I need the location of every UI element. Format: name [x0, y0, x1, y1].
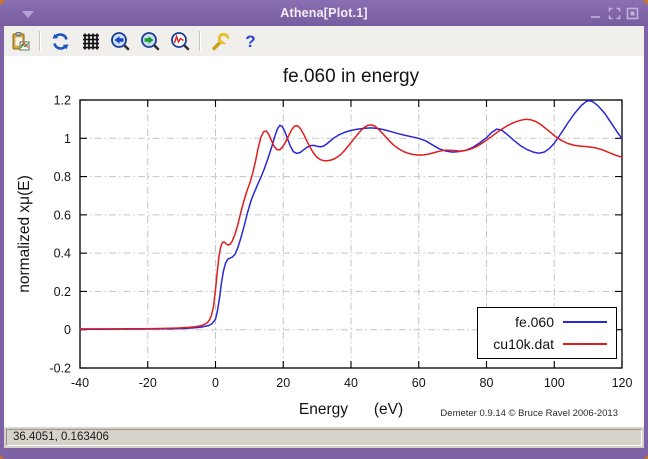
svg-text:0.8: 0.8 [54, 170, 71, 184]
svg-text:0.2: 0.2 [54, 285, 71, 299]
unzoom-button[interactable] [167, 29, 193, 53]
window-menu-icon[interactable] [22, 11, 34, 18]
toolbar-separator [39, 31, 41, 51]
legend-label: cu10k.dat [493, 336, 554, 352]
svg-text:-40: -40 [71, 376, 89, 390]
replot-refresh-icon [52, 32, 68, 50]
svg-text:100: 100 [544, 376, 565, 390]
svg-text:0.4: 0.4 [54, 247, 71, 261]
svg-text:120: 120 [612, 376, 633, 390]
svg-text:-20: -20 [139, 376, 157, 390]
svg-text:20: 20 [276, 376, 290, 390]
zoom-back-icon [110, 31, 129, 50]
toolbar-separator [199, 31, 201, 51]
zoom-forward-button[interactable] [137, 29, 163, 53]
unzoom-plot-icon [170, 31, 189, 50]
minimize-icon [591, 16, 600, 18]
plot-title: fe.060 in energy [282, 66, 420, 87]
grid-button[interactable] [77, 29, 103, 53]
zoom-forward-icon [140, 31, 159, 50]
replot-button[interactable] [47, 29, 73, 53]
maximize-icon [608, 7, 621, 20]
svg-text:1.2: 1.2 [54, 94, 71, 108]
legend-label: fe.060 [515, 314, 554, 330]
svg-text:?: ? [245, 32, 255, 51]
legend-line-sample-blue [563, 321, 607, 323]
zoom-back-button[interactable] [107, 29, 133, 53]
maximize-button[interactable] [608, 7, 621, 20]
plot-canvas[interactable]: -40 -20 0 20 40 60 80 100 120 -0.2 0 0.2 0.4 0.6 0.8 1 1… [4, 56, 644, 427]
legend-box: fe.060 cu10k.dat [477, 307, 617, 359]
wrench-icon [211, 32, 231, 50]
svg-text:80: 80 [480, 376, 494, 390]
x-axis-label: Energy (eV) [298, 401, 404, 418]
legend-item-fe060: fe.060 [478, 313, 607, 331]
legend-line-sample-red [563, 343, 607, 345]
save-plot-button[interactable] [7, 29, 33, 53]
legend-item-cu10k: cu10k.dat [478, 335, 607, 353]
cursor-coordinates: 36.4051, 0.163406 [6, 429, 642, 446]
titlebar[interactable]: Athena[Plot.1] [0, 0, 648, 26]
grid-icon [82, 33, 99, 49]
svg-text:0: 0 [212, 376, 219, 390]
plot-area: -40 -20 0 20 40 60 80 100 120 -0.2 0 0.2 0.4 0.6 0.8 1 1… [4, 56, 644, 427]
svg-text:1: 1 [64, 132, 71, 146]
help-button[interactable]: ? [237, 29, 263, 53]
svg-text:0: 0 [64, 323, 71, 337]
statusbar: 36.4051, 0.163406 [4, 427, 644, 448]
credit-text: Demeter 0.9.14 © Bruce Ravel 2006-2013 [440, 408, 618, 419]
y-axis-label: normalized xμ(E) [16, 175, 33, 293]
close-icon [626, 7, 639, 20]
close-button[interactable] [626, 7, 639, 20]
window-title: Athena[Plot.1] [280, 6, 368, 20]
preferences-button[interactable] [207, 29, 233, 53]
svg-text:-0.2: -0.2 [49, 362, 71, 376]
help-icon: ? [245, 32, 255, 51]
toolbar: ? [4, 26, 644, 57]
svg-text:60: 60 [412, 376, 426, 390]
svg-text:0.6: 0.6 [54, 208, 71, 222]
minimize-button[interactable] [589, 7, 602, 20]
save-plot-icon [12, 31, 29, 50]
svg-text:40: 40 [344, 376, 358, 390]
